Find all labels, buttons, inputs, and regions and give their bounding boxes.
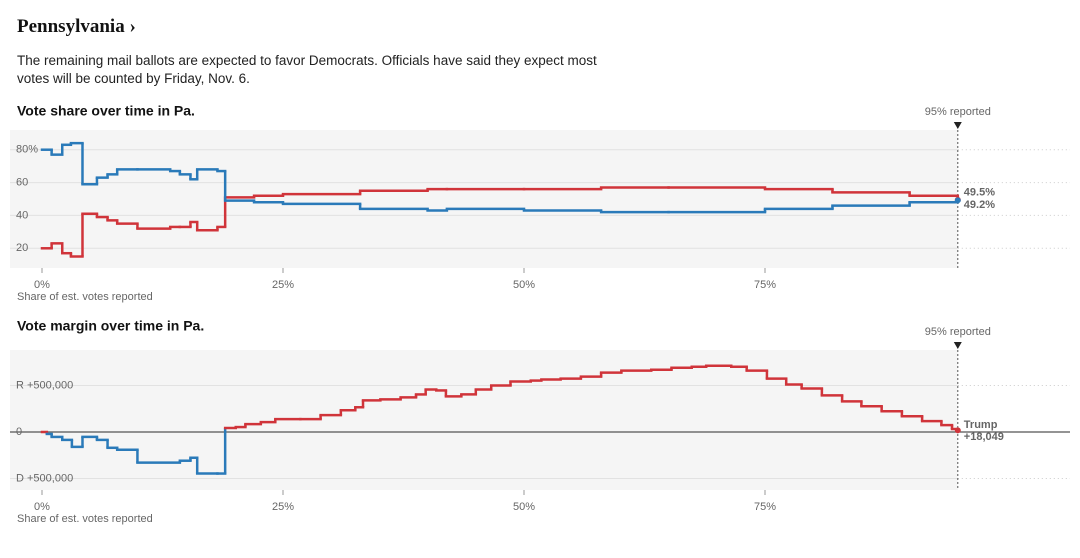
x-tick-label: 25% bbox=[272, 279, 294, 291]
y-tick-label: R +500,000 bbox=[16, 379, 73, 391]
y-tick-label: 60 bbox=[16, 176, 28, 188]
y-tick-label: D +500,000 bbox=[16, 472, 73, 484]
y-tick-label: 40 bbox=[16, 209, 28, 221]
y-tick-label: 80% bbox=[16, 144, 38, 156]
x-tick-label: 50% bbox=[513, 501, 535, 513]
value-label: +18,049 bbox=[964, 431, 1004, 443]
chart-title: Vote margin over time in Pa. bbox=[17, 318, 204, 334]
reported-marker bbox=[953, 342, 962, 349]
x-tick-label: 75% bbox=[754, 501, 776, 513]
x-axis-label: Share of est. votes reported bbox=[17, 291, 153, 303]
y-tick-label: 20 bbox=[16, 242, 28, 254]
x-axis-label: Share of est. votes reported bbox=[17, 513, 153, 525]
value-label: 49.2% bbox=[964, 199, 995, 211]
plot-background bbox=[10, 350, 958, 490]
end-dot bbox=[954, 427, 961, 434]
x-tick-label: 25% bbox=[272, 501, 294, 513]
page-title: Pennsylvania › bbox=[17, 16, 136, 37]
description: The remaining mail ballots are expected … bbox=[17, 53, 597, 86]
reported-marker bbox=[953, 122, 962, 129]
x-tick-label: 50% bbox=[513, 279, 535, 291]
series-name: Trump bbox=[964, 419, 998, 431]
reported-label: 95% reported bbox=[925, 106, 991, 118]
x-tick-label: 0% bbox=[34, 501, 50, 513]
end-dot bbox=[954, 197, 961, 204]
value-label: 49.5% bbox=[964, 187, 995, 199]
reported-label: 95% reported bbox=[925, 326, 991, 338]
x-tick-label: 75% bbox=[754, 279, 776, 291]
chart-title: Vote share over time in Pa. bbox=[17, 103, 195, 119]
plot-background bbox=[10, 130, 958, 268]
y-tick-label: 0 bbox=[16, 426, 22, 438]
x-tick-label: 0% bbox=[34, 279, 50, 291]
